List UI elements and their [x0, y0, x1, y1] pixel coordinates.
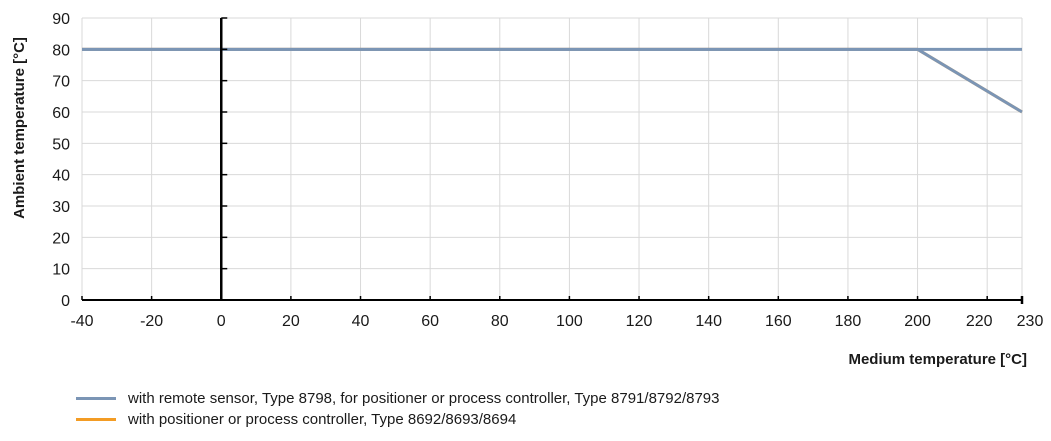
x-tick-label: 140	[695, 313, 722, 330]
x-tick-label: 120	[626, 313, 653, 330]
x-tick-label: 80	[491, 313, 509, 330]
y-tick-label: 70	[52, 74, 70, 91]
y-tick-label: 60	[52, 105, 70, 122]
legend-label-positioner: with positioner or process controller, T…	[128, 411, 517, 428]
y-tick-label: 30	[52, 199, 70, 216]
legend-item: with remote sensor, Type 8798, for posit…	[76, 388, 719, 409]
x-tick-label: -20	[140, 313, 163, 330]
x-tick-label: 0	[217, 313, 226, 330]
x-tick-label: 160	[765, 313, 792, 330]
y-tick-label: 40	[52, 168, 70, 185]
x-tick-label: 100	[556, 313, 583, 330]
legend-swatch-remote-sensor	[76, 397, 116, 400]
y-tick-label: 20	[52, 230, 70, 247]
series-line-segment	[916, 48, 1023, 114]
legend-label-remote-sensor: with remote sensor, Type 8798, for posit…	[128, 390, 720, 407]
legend: with remote sensor, Type 8798, for posit…	[76, 388, 719, 430]
x-axis-title: Medium temperature [°C]	[848, 351, 1027, 368]
x-tick-label: 180	[835, 313, 862, 330]
y-axis-title: Ambient temperature [°C]	[11, 37, 28, 219]
y-tick-label: 50	[52, 136, 70, 153]
x-tick-label: 200	[904, 313, 931, 330]
x-tick-label: 60	[421, 313, 439, 330]
x-tick-label: 220	[966, 313, 993, 330]
legend-item: with positioner or process controller, T…	[76, 409, 719, 430]
legend-swatch-positioner	[76, 418, 116, 421]
y-tick-label: 80	[52, 42, 70, 59]
chart: -40 -20 0 20 40 60 80 100 120 140 160 180 200 220 230 0…	[11, 11, 1043, 368]
x-tick-label: 230	[1017, 313, 1044, 330]
y-tick-label: 0	[61, 293, 70, 310]
axes	[81, 17, 1024, 304]
y-tick-label: 90	[52, 11, 70, 28]
y-tick-label: 10	[52, 262, 70, 279]
x-tick-label: -40	[70, 313, 93, 330]
tick-labels: -40 -20 0 20 40 60 80 100 120 140 160 180 200 220 230 0…	[52, 11, 1043, 330]
x-tick-label: 40	[352, 313, 370, 330]
grid	[81, 17, 1023, 300]
x-tick-label: 20	[282, 313, 300, 330]
